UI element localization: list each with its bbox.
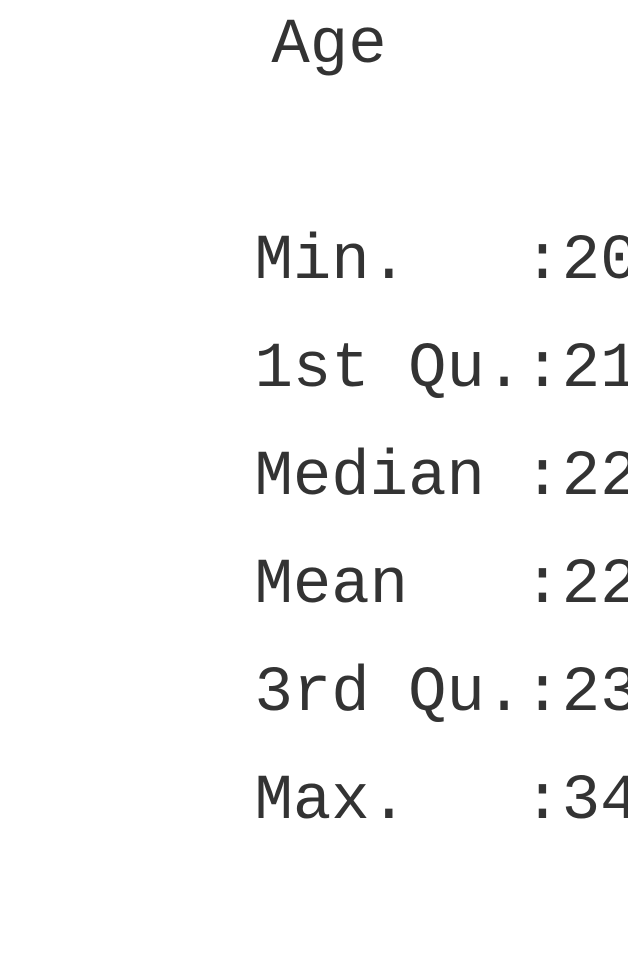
stat-text: 1st Qu.:21.0: [254, 334, 628, 406]
stat-text: Median :22.0: [254, 442, 628, 514]
summary-table: Age Min. :20.0 1st Qu.:21.0 Median :22.0…: [24, 8, 628, 838]
stat-row-median: Median :22.0: [24, 316, 628, 514]
stat-row-min: Min. :20.0: [24, 100, 628, 298]
stat-row-1st-quartile: 1st Qu.:21.0: [24, 208, 628, 406]
summary-rows: Min. :20.0 1st Qu.:21.0 Median :22.0 Mea…: [24, 100, 628, 838]
column-header: Age: [271, 10, 387, 82]
stat-row-mean: Mean :22.7: [24, 424, 628, 622]
stat-row-3rd-quartile: 3rd Qu.:23.0: [24, 532, 628, 730]
stat-text: Mean :22.7: [254, 550, 628, 622]
stat-text: 3rd Qu.:23.0: [254, 658, 628, 730]
stat-text: Min. :20.0: [254, 226, 628, 298]
stat-text: Max. :34.0: [254, 766, 628, 838]
